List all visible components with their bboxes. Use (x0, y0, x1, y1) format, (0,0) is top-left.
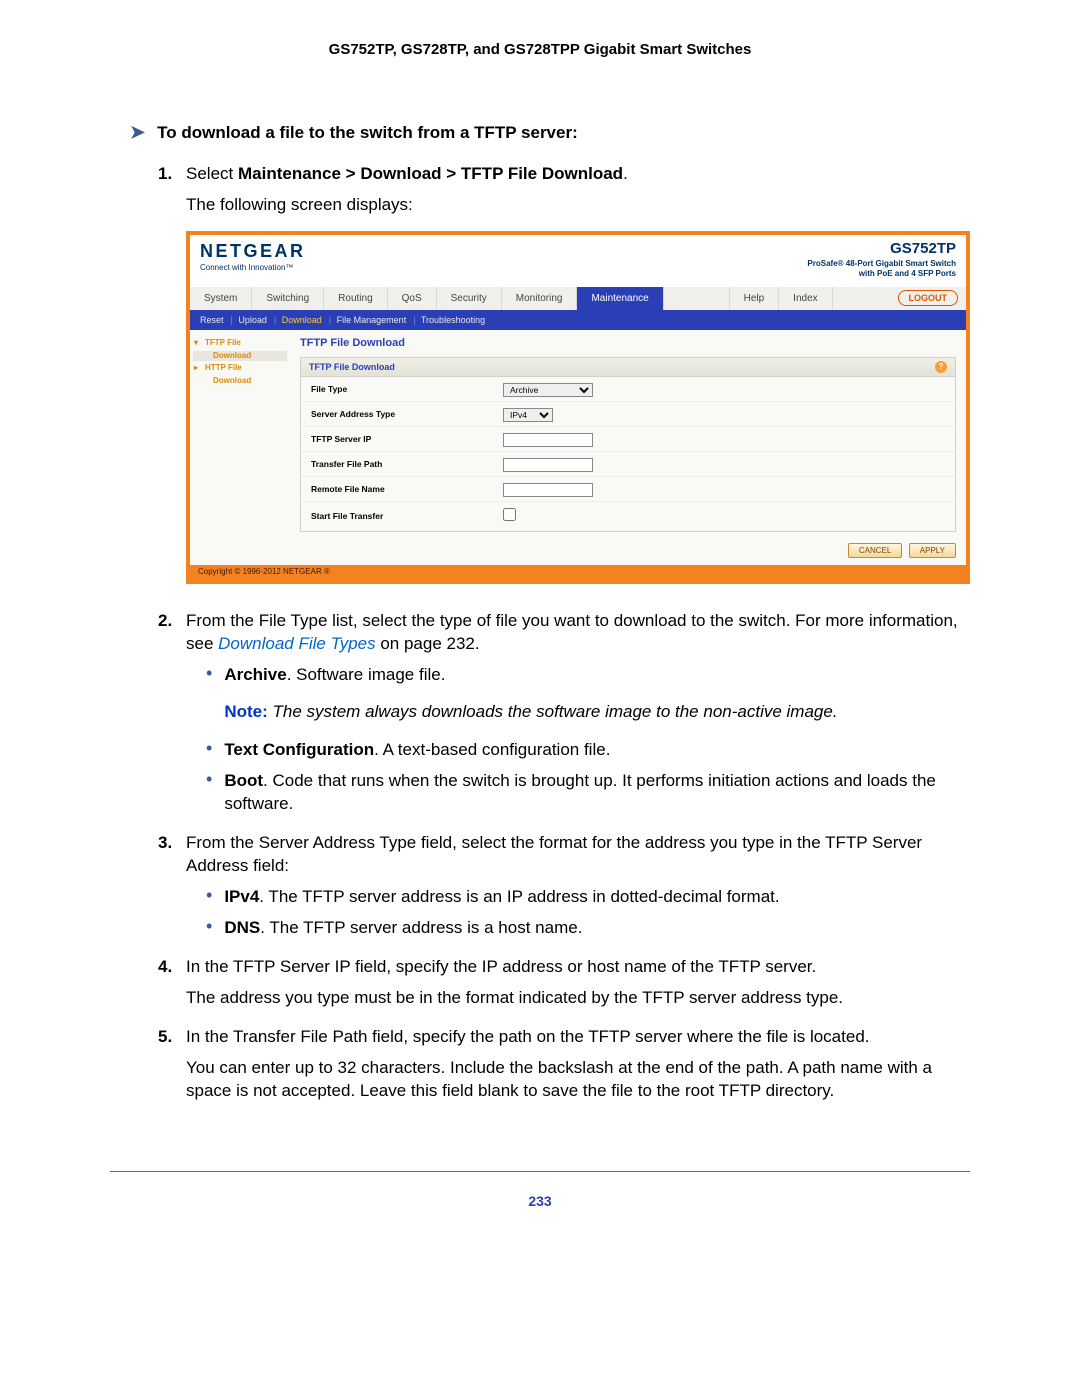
bullet-boot-label: Boot (224, 771, 263, 790)
step3-text: From the Server Address Type field, sele… (186, 832, 970, 878)
tab-qos[interactable]: QoS (388, 287, 437, 311)
tftp-ip-label: TFTP Server IP (303, 429, 493, 452)
bullet-ipv4-text: . The TFTP server address is an IP addre… (259, 887, 779, 906)
step5b-text: You can enter up to 32 characters. Inclu… (186, 1057, 970, 1103)
procedure-heading: ➤ To download a file to the switch from … (130, 120, 970, 145)
step1-path: Maintenance > Download > TFTP File Downl… (238, 164, 623, 183)
logout-button[interactable]: LOGOUT (898, 290, 959, 306)
bullet-archive-text: . Software image file. (287, 665, 446, 684)
tab-index[interactable]: Index (779, 287, 832, 311)
step1-prefix: Select (186, 164, 238, 183)
subtab-upload[interactable]: Upload (238, 315, 267, 325)
bullet-ipv4-label: IPv4 (224, 887, 259, 906)
note-text: The system always downloads the software… (272, 702, 837, 721)
sidebar-http-file[interactable]: HTTP File (193, 361, 287, 375)
apply-button[interactable]: APPLY (909, 543, 956, 558)
tab-routing[interactable]: Routing (324, 287, 387, 311)
main-tabs: System Switching Routing QoS Security Mo… (190, 287, 966, 311)
tab-monitoring[interactable]: Monitoring (502, 287, 578, 311)
step-number: 5. (158, 1026, 180, 1111)
file-type-label: File Type (303, 379, 493, 402)
sidebar-http-download[interactable]: Download (193, 376, 287, 387)
panel-bar: TFTP File Download ? (300, 357, 956, 377)
tab-system[interactable]: System (190, 287, 252, 311)
tab-switching[interactable]: Switching (252, 287, 324, 311)
step2-after: on page 232. (376, 634, 480, 653)
bullet-textconfig-text: . A text-based configuration file. (374, 740, 610, 759)
subtab-download[interactable]: Download (282, 315, 322, 325)
tab-security[interactable]: Security (437, 287, 502, 311)
netgear-tagline: Connect with Innovation™ (200, 263, 306, 274)
copyright-bar: Copyright © 1996-2012 NETGEAR ® (190, 565, 966, 580)
bullet-dns-label: DNS (224, 918, 260, 937)
help-icon[interactable]: ? (935, 361, 947, 373)
transfer-path-input[interactable] (503, 458, 593, 472)
model-name: GS752TP (807, 239, 956, 259)
start-transfer-checkbox[interactable] (503, 508, 516, 521)
step-number: 2. (158, 610, 180, 825)
server-addr-type-select[interactable]: IPv4 (503, 408, 553, 422)
bullet-dns-text: . The TFTP server address is a host name… (260, 918, 582, 937)
doc-header: GS752TP, GS728TP, and GS728TPP Gigabit S… (110, 40, 970, 60)
model-sub1: ProSafe® 48-Port Gigabit Smart Switch (807, 259, 956, 269)
step-number: 3. (158, 832, 180, 948)
tab-help[interactable]: Help (729, 287, 780, 311)
sidebar: TFTP File Download HTTP File Download (190, 330, 290, 540)
server-addr-type-label: Server Address Type (303, 404, 493, 427)
panel-title: TFTP File Download (300, 336, 956, 351)
note-label: Note: (224, 702, 272, 721)
netgear-logo: NETGEAR (200, 239, 306, 263)
form-table: File Type Archive Server Address Type IP… (300, 377, 956, 531)
step4a-text: In the TFTP Server IP field, specify the… (186, 956, 970, 979)
bullet-boot-text: . Code that runs when the switch is brou… (224, 771, 936, 813)
step-number: 1. (158, 163, 180, 602)
step4b-text: The address you type must be in the form… (186, 987, 970, 1010)
arrow-icon: ➤ (130, 120, 145, 144)
sub-tabs: Reset| Upload| Download| File Management… (190, 310, 966, 330)
panel-bar-label: TFTP File Download (309, 361, 395, 373)
remote-name-input[interactable] (503, 483, 593, 497)
tab-maintenance[interactable]: Maintenance (577, 287, 663, 311)
subtab-reset[interactable]: Reset (200, 315, 224, 325)
procedure-title: To download a file to the switch from a … (157, 122, 578, 145)
download-file-types-link[interactable]: Download File Types (218, 634, 375, 653)
cancel-button[interactable]: CANCEL (848, 543, 902, 558)
bullet-textconfig-label: Text Configuration (224, 740, 374, 759)
step5a-text: In the Transfer File Path field, specify… (186, 1026, 970, 1049)
subtab-filemgmt[interactable]: File Management (337, 315, 407, 325)
screenshot: NETGEAR Connect with Innovation™ GS752TP… (186, 231, 970, 584)
transfer-path-label: Transfer File Path (303, 454, 493, 477)
subtab-troubleshoot[interactable]: Troubleshooting (421, 315, 485, 325)
file-type-select[interactable]: Archive (503, 383, 593, 397)
start-transfer-label: Start File Transfer (303, 504, 493, 528)
model-sub2: with PoE and 4 SFP Ports (807, 269, 956, 279)
step1-after: The following screen displays: (186, 194, 970, 217)
step-number: 4. (158, 956, 180, 1018)
tftp-ip-input[interactable] (503, 433, 593, 447)
sidebar-tftp-download[interactable]: Download (193, 351, 287, 362)
remote-name-label: Remote File Name (303, 479, 493, 502)
page-number: 233 (110, 1171, 970, 1211)
sidebar-tftp-file[interactable]: TFTP File (193, 336, 287, 350)
bullet-archive-label: Archive (224, 665, 286, 684)
